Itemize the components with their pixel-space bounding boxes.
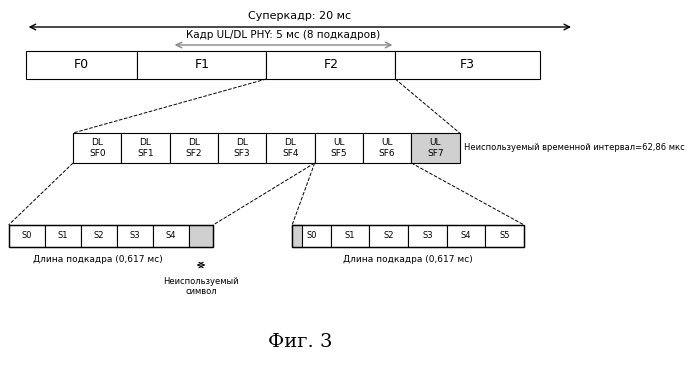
Text: S4: S4	[165, 231, 176, 241]
Text: S4: S4	[461, 231, 471, 241]
FancyBboxPatch shape	[81, 225, 117, 247]
Text: S3: S3	[422, 231, 433, 241]
FancyBboxPatch shape	[117, 225, 153, 247]
Text: UL
SF6: UL SF6	[379, 138, 396, 158]
Text: F0: F0	[74, 58, 89, 72]
FancyBboxPatch shape	[138, 51, 267, 79]
Text: F1: F1	[195, 58, 209, 72]
Text: Неиспользуемый временной интервал=62,86 мкс: Неиспользуемый временной интервал=62,86 …	[464, 143, 685, 153]
FancyBboxPatch shape	[218, 133, 267, 163]
Text: S1: S1	[345, 231, 355, 241]
FancyBboxPatch shape	[170, 133, 218, 163]
FancyBboxPatch shape	[395, 51, 540, 79]
Text: DL
SF0: DL SF0	[89, 138, 105, 158]
Text: S0: S0	[306, 231, 317, 241]
FancyBboxPatch shape	[45, 225, 81, 247]
Text: DL
SF2: DL SF2	[186, 138, 202, 158]
Text: DL
SF4: DL SF4	[282, 138, 299, 158]
Text: Фиг. 3: Фиг. 3	[267, 333, 332, 351]
Text: UL
SF5: UL SF5	[331, 138, 347, 158]
Text: Длина подкадра (0,617 мс): Длина подкадра (0,617 мс)	[343, 255, 473, 264]
Text: S3: S3	[130, 231, 140, 241]
FancyBboxPatch shape	[26, 51, 138, 79]
Text: UL
SF7: UL SF7	[427, 138, 444, 158]
FancyBboxPatch shape	[331, 225, 369, 247]
FancyBboxPatch shape	[292, 225, 302, 247]
Text: S5: S5	[500, 231, 510, 241]
Text: Длина подкадра (0,617 мс): Длина подкадра (0,617 мс)	[33, 255, 163, 264]
FancyBboxPatch shape	[189, 225, 213, 247]
FancyBboxPatch shape	[363, 133, 411, 163]
Text: F3: F3	[460, 58, 475, 72]
FancyBboxPatch shape	[267, 51, 395, 79]
FancyBboxPatch shape	[315, 133, 363, 163]
Text: S0: S0	[22, 231, 32, 241]
FancyBboxPatch shape	[369, 225, 408, 247]
FancyBboxPatch shape	[8, 225, 45, 247]
Text: Неиспользуемый
символ: Неиспользуемый символ	[163, 277, 239, 296]
FancyBboxPatch shape	[73, 133, 121, 163]
FancyBboxPatch shape	[411, 133, 460, 163]
FancyBboxPatch shape	[292, 225, 331, 247]
Text: S1: S1	[57, 231, 68, 241]
Text: DL
SF3: DL SF3	[234, 138, 251, 158]
Text: Суперкадр: 20 мс: Суперкадр: 20 мс	[248, 11, 351, 21]
Text: DL
SF1: DL SF1	[138, 138, 154, 158]
FancyBboxPatch shape	[267, 133, 315, 163]
Text: F2: F2	[323, 58, 339, 72]
FancyBboxPatch shape	[485, 225, 524, 247]
Text: S2: S2	[94, 231, 104, 241]
FancyBboxPatch shape	[408, 225, 447, 247]
Text: Кадр UL/DL PHY: 5 мс (8 подкадров): Кадр UL/DL PHY: 5 мс (8 подкадров)	[186, 30, 380, 40]
FancyBboxPatch shape	[153, 225, 189, 247]
FancyBboxPatch shape	[121, 133, 170, 163]
Text: S2: S2	[383, 231, 394, 241]
FancyBboxPatch shape	[447, 225, 485, 247]
